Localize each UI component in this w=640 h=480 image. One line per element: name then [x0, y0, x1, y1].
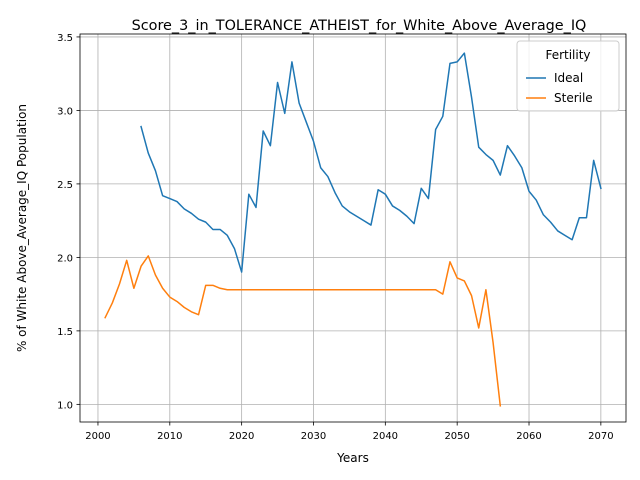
chart-title: Score_3_in_TOLERANCE_ATHEIST_for_White_A…	[132, 18, 587, 34]
y-tick-label: 1.0	[57, 400, 73, 411]
legend-title: Fertility	[545, 48, 590, 62]
legend: Fertility Ideal Sterile	[517, 41, 619, 111]
x-axis: 2000 2010 2020 2030 2040 2050 2060 2070	[85, 422, 613, 442]
x-tick-label: 2070	[588, 431, 613, 442]
x-tick-label: 2020	[229, 431, 254, 442]
y-axis: 1.0 1.5 2.0 2.5 3.0 3.5	[57, 33, 80, 411]
x-tick-label: 2010	[157, 431, 182, 442]
x-tick-label: 2060	[516, 431, 541, 442]
x-tick-label: 2000	[85, 431, 110, 442]
x-tick-label: 2050	[444, 431, 469, 442]
legend-label-sterile: Sterile	[554, 91, 593, 105]
y-axis-label: % of White Above_Average_IQ Population	[15, 104, 29, 352]
x-tick-label: 2030	[301, 431, 326, 442]
x-axis-label: Years	[336, 451, 369, 465]
y-tick-label: 1.5	[57, 327, 73, 338]
legend-label-ideal: Ideal	[554, 71, 583, 85]
y-tick-label: 3.5	[57, 33, 73, 44]
y-tick-label: 2.0	[57, 253, 73, 264]
x-tick-label: 2040	[373, 431, 398, 442]
y-tick-label: 3.0	[57, 106, 73, 117]
y-tick-label: 2.5	[57, 180, 73, 191]
